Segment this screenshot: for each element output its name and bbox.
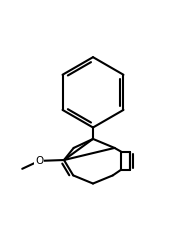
Text: O: O [35, 156, 43, 166]
